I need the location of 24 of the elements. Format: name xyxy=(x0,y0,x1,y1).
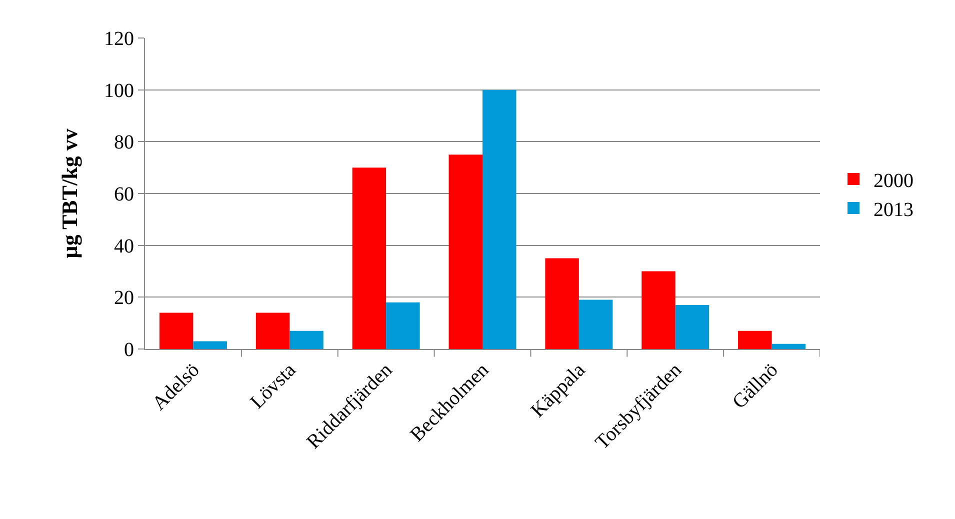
bar xyxy=(545,258,579,349)
bar xyxy=(352,168,386,349)
bar xyxy=(482,90,516,349)
bar xyxy=(738,330,772,349)
bar xyxy=(386,302,420,349)
bar xyxy=(290,330,324,349)
y-tick-label: 120 xyxy=(104,28,134,50)
y-tick-label: 100 xyxy=(104,80,134,102)
y-tick-label: 20 xyxy=(114,287,134,310)
y-tick-label: 40 xyxy=(114,235,134,258)
bar xyxy=(159,312,194,349)
y-axis-title: µg TBT/kg vv xyxy=(56,128,82,258)
bar xyxy=(772,344,806,349)
bar xyxy=(193,341,227,349)
bar xyxy=(675,304,710,349)
y-tick-label: 60 xyxy=(114,184,134,206)
y-tick-label: 80 xyxy=(114,132,134,154)
legend-label: 2000 xyxy=(874,170,914,192)
bar xyxy=(256,312,290,349)
y-tick-label: 0 xyxy=(124,339,134,361)
bar xyxy=(448,154,482,349)
bar xyxy=(642,271,676,349)
legend-label: 2013 xyxy=(874,198,914,221)
bar xyxy=(578,300,613,349)
